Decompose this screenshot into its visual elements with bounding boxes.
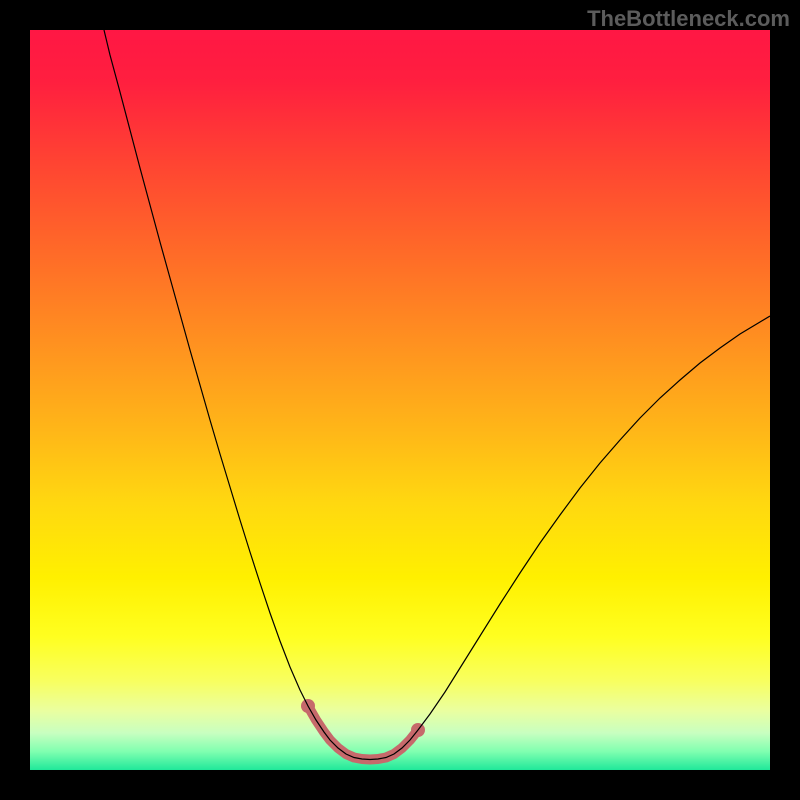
plot-area <box>30 30 770 770</box>
watermark-text: TheBottleneck.com <box>587 6 790 32</box>
chart-svg <box>30 30 770 770</box>
chart-frame: TheBottleneck.com <box>0 0 800 800</box>
gradient-background <box>30 30 770 770</box>
